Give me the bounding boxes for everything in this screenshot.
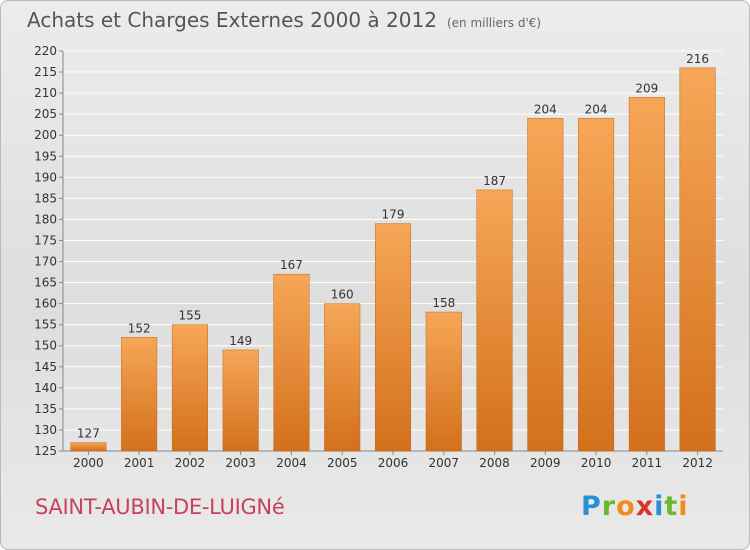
data-label: 187 [483,174,506,188]
y-tick-label: 220 [34,44,57,58]
y-tick-label: 195 [34,149,57,163]
bar [628,97,665,452]
logo-letter: P [581,491,602,522]
data-label: 167 [280,258,303,272]
bar [273,273,310,452]
bar [374,223,412,452]
y-tick-label: 165 [34,276,57,290]
bar [121,337,158,452]
data-label: 216 [686,52,709,66]
logo-letter: i [678,491,689,522]
x-tick-label: 2000 [73,456,104,470]
data-label: 158 [432,296,455,310]
y-tick-label: 125 [34,444,57,458]
data-labels: 127 152 155 149 167 160 179 158 187 204 204 209 216 [77,52,709,441]
x-tick-label: 2012 [682,456,713,470]
y-tick-label: 160 [34,297,57,311]
x-tick-label: 2005 [327,456,358,470]
bar [527,118,564,452]
x-tick-label: 2011 [632,456,663,470]
bar [222,349,259,452]
proxiti-logo: Proxiti [581,491,689,522]
data-label: 204 [534,102,557,116]
x-tick-label: 2006 [378,456,409,470]
logo-letter: o [616,491,636,522]
x-tick-labels: 2000 2001 2002 2003 2004 2005 2006 2007 2008 2009… [73,451,713,470]
logo-letter: i [654,491,665,522]
y-tick-label: 140 [34,381,57,395]
bar [425,311,462,452]
logo-letter: x [635,491,655,522]
x-tick-label: 2007 [428,456,459,470]
y-tick-label: 150 [34,339,57,353]
x-tick-label: 2002 [175,456,206,470]
x-tick-label: 2010 [581,456,612,470]
data-label: 127 [77,427,100,441]
data-label: 152 [128,321,151,335]
y-tick-label: 130 [34,423,57,437]
y-tick-label: 185 [34,191,57,205]
chart-title: Achats et Charges Externes 2000 à 2012 (e… [27,8,541,32]
x-tick-label: 2008 [479,456,510,470]
y-tick-label: 205 [34,107,57,121]
chart-title-text: Achats et Charges Externes 2000 à 2012 [27,8,437,32]
data-label: 149 [229,334,252,348]
y-tick-label: 135 [34,402,57,416]
y-tick-label: 180 [34,212,57,226]
y-tick-label: 200 [34,128,57,142]
commune-name: SAINT-AUBIN-DE-LUIGNé [35,495,285,519]
chart-unit: (en milliers d'€) [446,16,542,30]
x-tick-label: 2009 [530,456,561,470]
logo-letter: t [664,491,679,522]
y-tick-label: 155 [34,318,57,332]
data-label: 179 [382,208,405,222]
bar [324,303,361,452]
x-tick-label: 2003 [225,456,256,470]
y-tick-label: 210 [34,86,57,100]
y-tick-labels: 125 130 135 140 145 150 155 160 165 170 175 180 185 1… [34,44,57,458]
y-tick-label: 170 [34,255,57,269]
data-label: 160 [331,288,354,302]
x-tick-label: 2004 [276,456,307,470]
y-tick-label: 175 [34,233,57,247]
bar [171,324,208,452]
y-tick-label: 145 [34,360,57,374]
bar [578,118,615,452]
y-tick-label: 215 [34,65,57,79]
logo-letter: r [601,491,617,522]
bar [476,189,513,452]
data-label: 155 [178,309,201,323]
y-tick-label: 190 [34,170,57,184]
x-tick-label: 2001 [124,456,155,470]
bars [70,67,716,452]
data-label: 204 [585,102,608,116]
bar [70,442,107,452]
bar [679,67,716,452]
data-label: 209 [635,81,658,95]
